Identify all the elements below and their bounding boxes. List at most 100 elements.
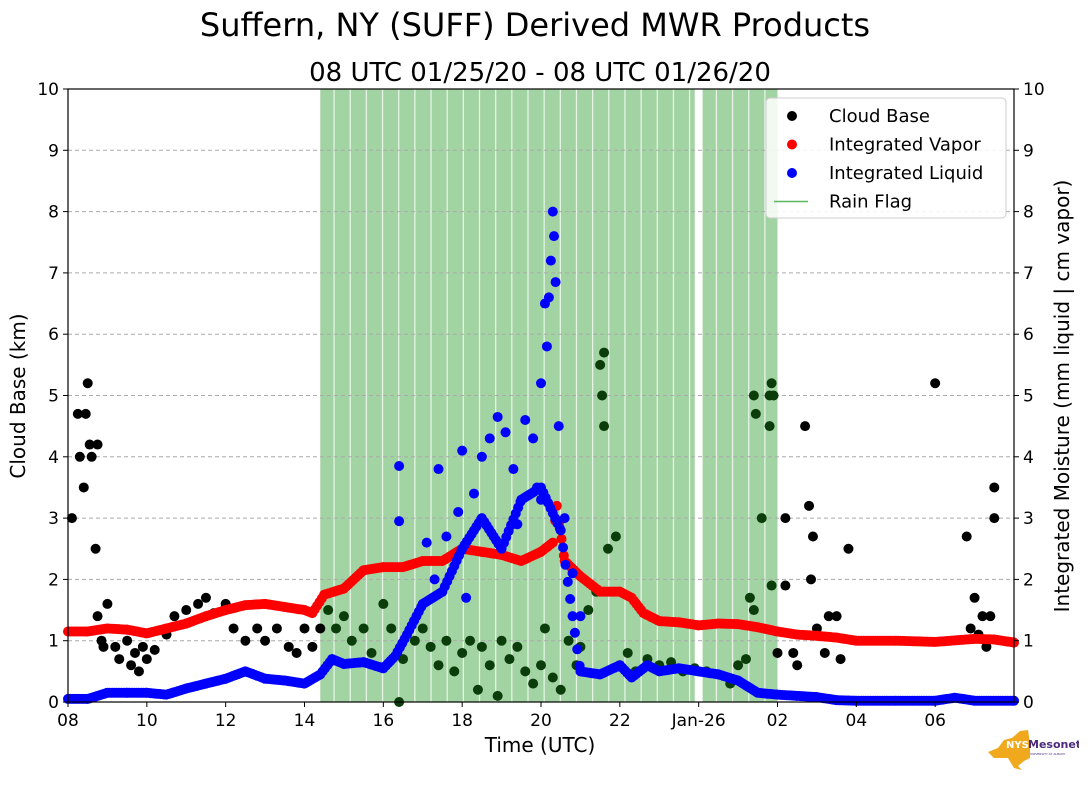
integrated-liquid-point — [559, 513, 570, 524]
cloud-base-point — [981, 641, 992, 652]
cloud-base-point — [583, 605, 594, 616]
cloud-base-point — [476, 641, 487, 652]
nys-mesonet-logo: NYS Mesonet UNIVERSITY AT ALBANY — [988, 730, 1079, 770]
cloud-base-point — [788, 647, 799, 658]
integrated-liquid-point — [508, 464, 519, 475]
cloud-base-point — [110, 641, 121, 652]
legend-marker — [787, 168, 797, 178]
cloud-base-point — [240, 635, 251, 646]
cloud-base-point — [465, 635, 476, 646]
cloud-base-point — [622, 647, 633, 658]
x-tick-label: 04 — [846, 711, 868, 731]
cloud-base-point — [80, 408, 91, 419]
cloud-base-point — [299, 623, 310, 634]
cloud-base-point — [961, 531, 972, 542]
cloud-base-point — [338, 611, 349, 622]
cloud-base-point — [748, 605, 759, 616]
integrated-liquid-point — [575, 611, 586, 622]
cloud-base-point — [512, 641, 523, 652]
cloud-base-point — [780, 513, 791, 524]
integrated-liquid-point — [536, 494, 546, 505]
cloud-base-point — [398, 654, 409, 665]
cloud-base-point — [766, 378, 777, 389]
cloud-base-point — [323, 605, 334, 616]
cloud-base-point — [228, 623, 239, 634]
y-tick-label: 5 — [48, 387, 59, 407]
integrated-liquid-point — [543, 292, 554, 303]
x-axis-label: Time (UTC) — [484, 733, 596, 757]
y-tick-label: 7 — [48, 264, 59, 284]
cloud-base-point — [792, 660, 803, 671]
cloud-base-point — [133, 666, 144, 677]
cloud-base-point — [457, 647, 468, 658]
cloud-base-point — [496, 635, 507, 646]
cloud-base-point — [484, 660, 495, 671]
integrated-liquid-point — [461, 592, 472, 603]
cloud-base-point — [90, 543, 101, 554]
integrated-liquid-point — [555, 525, 566, 536]
svg-text:Mesonet: Mesonet — [1028, 738, 1079, 751]
cloud-base-point — [193, 598, 204, 609]
y-right-tick-label: 0 — [1023, 693, 1034, 713]
cloud-base-point — [985, 611, 996, 622]
y-tick-label: 0 — [48, 693, 59, 713]
cloud-base-point — [599, 421, 610, 432]
x-tick-label: 02 — [767, 711, 789, 731]
cloud-base-point — [831, 611, 842, 622]
cloud-base-point — [74, 451, 85, 462]
cloud-base-point — [441, 635, 452, 646]
cloud-base-point — [599, 347, 610, 358]
y-tick-label: 6 — [48, 325, 59, 345]
cloud-base-point — [989, 482, 1000, 493]
cloud-base-point — [555, 684, 566, 695]
x-tick-label: 20 — [530, 711, 552, 731]
legend-label: Rain Flag — [829, 192, 912, 213]
x-tick-label: 08 — [57, 711, 79, 731]
integrated-liquid-point — [536, 378, 546, 389]
cloud-base-point — [291, 647, 302, 658]
integrated-vapor-point — [556, 533, 567, 544]
cloud-base-point — [563, 635, 574, 646]
integrated-liquid-point — [567, 611, 578, 622]
y-tick-label: 9 — [48, 141, 59, 161]
cloud-base-point — [772, 647, 783, 658]
cloud-base-point — [989, 513, 1000, 524]
integrated-liquid-point — [492, 411, 503, 422]
cloud-base-point — [835, 654, 846, 665]
cloud-base-point — [780, 580, 791, 591]
cloud-base-point — [141, 654, 152, 665]
cloud-base-point — [504, 654, 515, 665]
integrated-liquid-point — [562, 576, 573, 587]
legend-marker — [787, 139, 797, 150]
x-tick-label: Jan-26 — [671, 711, 726, 731]
legend-label: Integrated Liquid — [829, 163, 983, 184]
chart-title: Suffern, NY (SUFF) Derived MWR Products — [200, 6, 870, 44]
y-axis-label: Cloud Base (km) — [6, 313, 30, 478]
integrated-liquid-point — [553, 421, 564, 432]
cloud-base-point — [823, 611, 834, 622]
cloud-base-point — [843, 543, 854, 554]
integrated-liquid-point — [558, 542, 569, 553]
cloud-base-point — [449, 666, 460, 677]
y-right-tick-label: 8 — [1023, 203, 1034, 223]
y-right-tick-label: 9 — [1023, 141, 1034, 161]
y-tick-label: 8 — [48, 203, 59, 223]
cloud-base-point — [149, 644, 160, 655]
integrated-liquid-point — [394, 460, 405, 471]
integrated-liquid-point — [547, 206, 558, 217]
cloud-base-point — [72, 408, 83, 419]
integrated-liquid-point — [550, 277, 561, 288]
x-tick-label: 18 — [451, 711, 473, 731]
integrated-liquid-point — [560, 559, 571, 570]
cloud-base-point — [98, 641, 109, 652]
x-tick-label: 16 — [373, 711, 395, 731]
legend-label: Integrated Vapor — [829, 135, 981, 156]
cloud-base-point — [283, 641, 294, 652]
integrated-liquid-point — [433, 464, 444, 475]
cloud-base-point — [307, 641, 318, 652]
cloud-base-point — [417, 623, 428, 634]
y-right-tick-label: 6 — [1023, 325, 1034, 345]
cloud-base-point — [806, 574, 817, 585]
cloud-base-point — [86, 451, 97, 462]
cloud-base-point — [200, 592, 211, 603]
